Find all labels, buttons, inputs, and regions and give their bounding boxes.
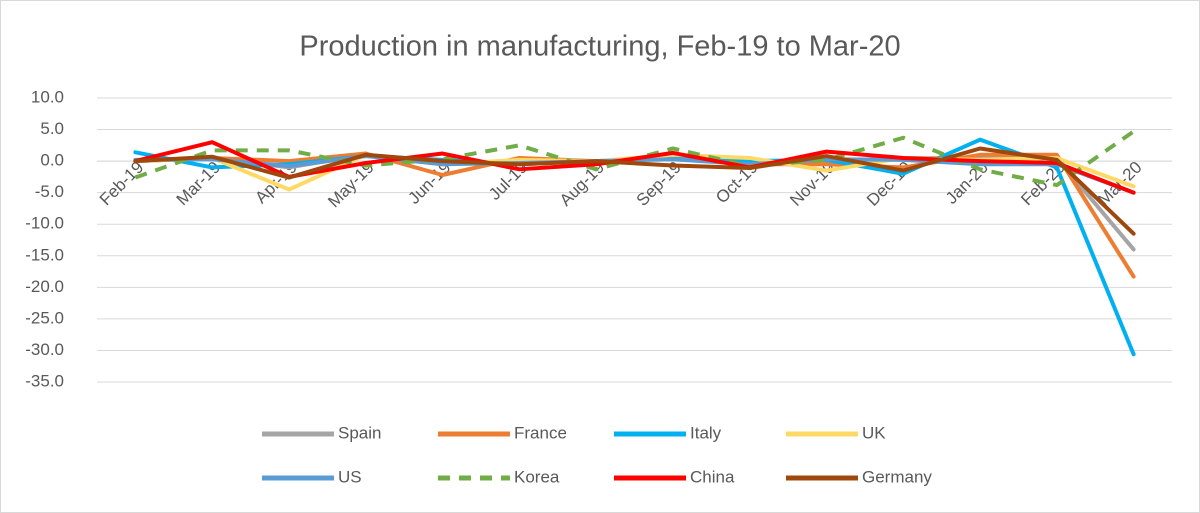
y-tick-label: 5.0 [40,119,64,138]
y-tick-label: -15.0 [25,245,64,264]
y-tick-label: 10.0 [31,87,64,106]
y-tick-label: -30.0 [25,340,64,359]
legend-label: France [514,423,567,442]
legend-label: Italy [690,423,722,442]
legend-label: US [338,467,362,486]
y-tick-label: -10.0 [25,214,64,233]
y-tick-label: 0.0 [40,151,64,170]
legend-label: UK [862,423,886,442]
series-line [133,146,1136,236]
y-tick-label: -20.0 [25,277,64,296]
legend-label: Korea [514,467,560,486]
legend-label: Germany [862,467,932,486]
y-tick-label: -25.0 [25,308,64,327]
y-tick-label: -5.0 [35,182,64,201]
y-tick-label: -35.0 [25,371,64,390]
legend-label: China [690,467,735,486]
legend-label: Spain [338,423,381,442]
chart-title: Production in manufacturing, Feb-19 to M… [299,31,900,63]
